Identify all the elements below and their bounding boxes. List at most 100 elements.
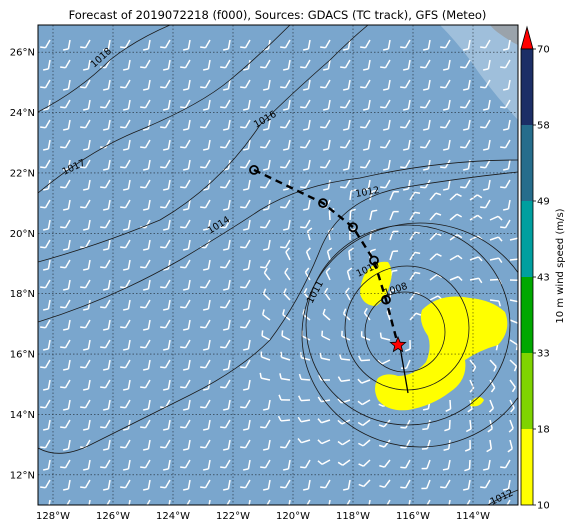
barb-staff [87,299,91,309]
wind-barb-icon [243,459,251,471]
barb-staff [167,139,171,149]
wind-barb-icon [299,352,311,361]
wind-barb-icon [303,119,311,131]
wind-barb-icon [383,119,391,131]
wind-barb-icon [358,459,371,467]
barb-staff [164,319,171,329]
wind-barb-icon [443,139,451,151]
barb-flag [284,267,289,274]
wind-barb-icon [180,259,191,269]
wind-barb-icon [87,499,91,505]
longitude-tick-label: 128°W [36,511,70,522]
barb-flag [363,108,369,111]
barb-flag [476,194,483,199]
barb-flag [404,348,411,352]
barb-staff [282,313,291,321]
barb-staff [367,139,371,149]
barb-flag [414,231,421,235]
wind-barb-icon [343,159,351,171]
barb-staff [384,479,391,488]
wind-barb-icon [140,59,151,69]
wind-barb-icon [243,419,251,431]
barb-flag [343,48,349,51]
wind-barb-icon [380,139,391,149]
barb-staff [184,379,191,389]
barb-flag [103,128,109,131]
barb-staff [187,39,191,49]
barb-staff [327,499,331,505]
barb-staff [124,319,131,329]
barb-flag [283,188,289,191]
barb-flag [260,426,266,429]
barb-flag [371,209,378,212]
barb-staff [64,339,71,349]
barb-staff [369,211,373,221]
wind-barb-icon [40,159,51,169]
barb-staff [424,99,431,109]
barb-staff [383,439,391,448]
wind-barb-icon [486,439,493,453]
wind-barb-icon [260,419,271,429]
wind-barb-icon [63,319,71,331]
barb-staff [67,119,71,129]
wind-barb-icon [140,339,151,349]
barb-flag [80,86,86,89]
wind-barb-icon [80,479,91,489]
barb-staff [44,319,51,329]
barb-flag [83,428,89,431]
barb-flag [469,387,475,393]
wind-barb-icon [383,39,391,51]
barb-staff [507,479,511,489]
barb-staff [267,39,271,49]
barb-staff [47,419,51,429]
barb-staff [307,119,311,129]
barb-flag [243,108,249,111]
barb-flag [43,108,49,111]
map-area: 1018 1016 1017 1014 1012 1010 1011 1008 … [38,25,518,509]
wind-barb-icon [260,179,271,189]
barb-flag [279,373,282,379]
wind-barb-icon [103,119,111,131]
barb-staff [44,79,51,89]
longitude-tick-label: 116°W [396,511,430,522]
wind-barb-icon [280,79,291,89]
barb-flag [203,228,209,231]
barb-staff [167,379,171,389]
barb-staff [507,39,511,49]
barb-staff [187,119,191,129]
barb-flag [163,188,169,191]
wind-barb-icon [360,159,371,169]
colorbar-tick-label: 33 [537,349,550,360]
wind-barb-icon [280,479,291,489]
barb-staff [167,459,171,469]
wind-barb-icon [240,39,251,49]
wind-barb-icon [40,39,51,49]
barb-flag [183,48,189,51]
wind-barb-icon [263,267,271,281]
barb-staff [264,499,271,505]
barb-flag [143,328,149,331]
barb-staff [464,59,471,69]
barb-flag [163,388,169,391]
barb-staff [287,499,291,505]
wind-barb-icon [389,210,399,221]
wind-barb-icon [262,288,271,301]
barb-flag [163,148,169,151]
barb-flag [285,247,290,253]
barb-flag [223,88,229,91]
barb-flag [298,395,302,401]
barb-staff [304,271,311,281]
wind-barb-icon [183,79,191,91]
barb-flag [317,396,322,402]
barb-flag [100,505,105,509]
barb-flag [414,211,421,214]
barb-flag [180,466,186,469]
barb-staff [467,119,471,129]
wind-barb-icon [100,259,111,269]
barb-flag [435,212,442,216]
wind-barb-icon [465,419,472,433]
wind-barb-icon [183,439,191,451]
barb-flag [337,398,343,404]
barb-staff [64,99,71,109]
